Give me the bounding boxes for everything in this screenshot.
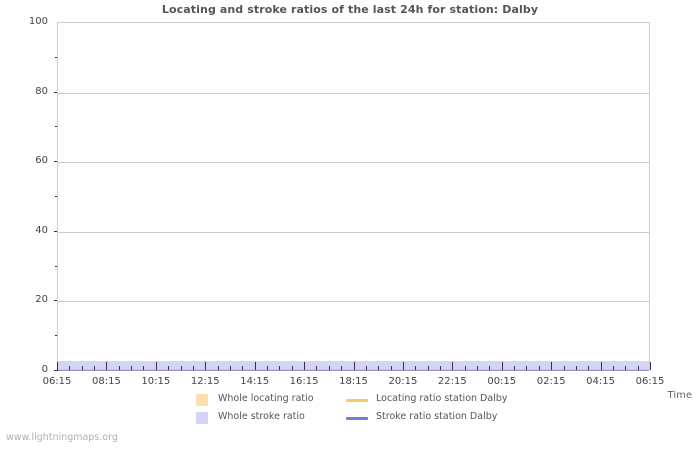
legend-label: Locating ratio station Dalby bbox=[376, 393, 508, 404]
x-major-tick bbox=[402, 362, 404, 370]
x-major-tick bbox=[304, 362, 306, 370]
x-minor-tick bbox=[588, 366, 590, 370]
y-tick-label: 20 bbox=[35, 294, 48, 306]
y-tick-label: 0 bbox=[41, 364, 48, 375]
x-tick-label: 14:15 bbox=[240, 376, 270, 387]
y-tick-label: 60 bbox=[35, 155, 48, 167]
x-minor-tick bbox=[180, 366, 182, 370]
legend-label: Whole locating ratio bbox=[218, 393, 314, 404]
legend-swatch-box-icon bbox=[196, 394, 208, 406]
x-minor-tick bbox=[267, 366, 269, 370]
x-minor-tick bbox=[131, 366, 133, 370]
x-minor-tick bbox=[291, 366, 293, 370]
x-major-tick bbox=[650, 362, 651, 370]
x-minor-tick bbox=[118, 366, 120, 370]
x-minor-tick bbox=[378, 366, 380, 370]
x-minor-tick bbox=[390, 366, 392, 370]
x-tick-label: 02:15 bbox=[536, 376, 566, 387]
x-minor-tick bbox=[69, 366, 71, 370]
x-tick-label: 06:15 bbox=[635, 376, 665, 387]
x-minor-tick bbox=[526, 366, 528, 370]
chart-legend: Whole locating ratio Whole stroke ratio Lo… bbox=[196, 392, 516, 428]
x-minor-tick bbox=[94, 366, 96, 370]
x-major-tick bbox=[452, 362, 454, 370]
x-major-tick bbox=[254, 362, 256, 370]
x-minor-tick bbox=[242, 366, 244, 370]
x-axis-label: Time bbox=[667, 390, 692, 401]
x-minor-tick bbox=[464, 366, 466, 370]
x-minor-tick bbox=[489, 366, 491, 370]
x-minor-tick bbox=[575, 366, 577, 370]
x-tick-label: 06:15 bbox=[42, 376, 72, 387]
x-major-tick bbox=[600, 362, 602, 370]
x-major-tick bbox=[501, 362, 503, 370]
x-tick-label: 22:15 bbox=[437, 376, 467, 387]
x-minor-tick bbox=[563, 366, 565, 370]
legend-swatch-box-icon bbox=[196, 412, 208, 424]
x-minor-tick bbox=[81, 366, 83, 370]
x-minor-tick bbox=[192, 366, 194, 370]
x-tick-label: 16:15 bbox=[289, 376, 319, 387]
x-tick-label: 12:15 bbox=[190, 376, 220, 387]
x-minor-tick bbox=[279, 366, 281, 370]
x-tick-label: 04:15 bbox=[586, 376, 615, 387]
x-minor-tick bbox=[168, 366, 170, 370]
x-minor-tick bbox=[328, 366, 330, 370]
series-line-stroke-ratio-station-dalby bbox=[58, 370, 649, 371]
legend-swatch-line-icon bbox=[346, 399, 368, 402]
y-tick-label: 80 bbox=[35, 85, 48, 97]
gridline bbox=[58, 92, 649, 94]
x-major-tick bbox=[353, 362, 355, 370]
legend-label: Stroke ratio station Dalby bbox=[376, 411, 498, 422]
x-minor-tick bbox=[427, 366, 429, 370]
x-minor-tick bbox=[637, 366, 639, 370]
x-major-tick bbox=[205, 362, 207, 370]
x-major-tick bbox=[106, 362, 108, 370]
y-major-tick bbox=[54, 370, 60, 371]
x-minor-tick bbox=[229, 366, 231, 370]
x-tick-label: 18:15 bbox=[339, 376, 368, 387]
watermark: www.lightningmaps.org bbox=[6, 432, 118, 443]
x-minor-tick bbox=[439, 366, 441, 370]
x-minor-tick bbox=[625, 366, 627, 370]
x-minor-tick bbox=[365, 366, 367, 370]
gridline bbox=[58, 231, 649, 233]
gridline bbox=[58, 301, 649, 303]
x-minor-tick bbox=[217, 366, 219, 370]
x-minor-tick bbox=[415, 366, 417, 370]
x-tick-label: 00:15 bbox=[487, 376, 517, 387]
plot-area bbox=[57, 22, 650, 371]
gridline bbox=[58, 162, 649, 164]
x-minor-tick bbox=[341, 366, 343, 370]
legend-swatch-line-icon bbox=[346, 417, 368, 420]
x-minor-tick bbox=[143, 366, 145, 370]
y-tick-label: 100 bbox=[28, 16, 48, 27]
x-minor-tick bbox=[514, 366, 516, 370]
x-minor-tick bbox=[316, 366, 318, 370]
chart-title: Locating and stroke ratios of the last 2… bbox=[161, 3, 539, 16]
x-tick-label: 20:15 bbox=[388, 376, 418, 387]
x-major-tick bbox=[57, 362, 58, 370]
x-minor-tick bbox=[538, 366, 540, 370]
x-minor-tick bbox=[612, 366, 614, 370]
x-tick-label: 10:15 bbox=[141, 376, 171, 387]
x-major-tick bbox=[155, 362, 157, 370]
y-tick-label: 40 bbox=[35, 224, 48, 236]
x-minor-tick bbox=[477, 366, 479, 370]
legend-label: Whole stroke ratio bbox=[218, 411, 305, 422]
x-major-tick bbox=[551, 362, 553, 370]
x-tick-label: 08:15 bbox=[91, 376, 121, 387]
